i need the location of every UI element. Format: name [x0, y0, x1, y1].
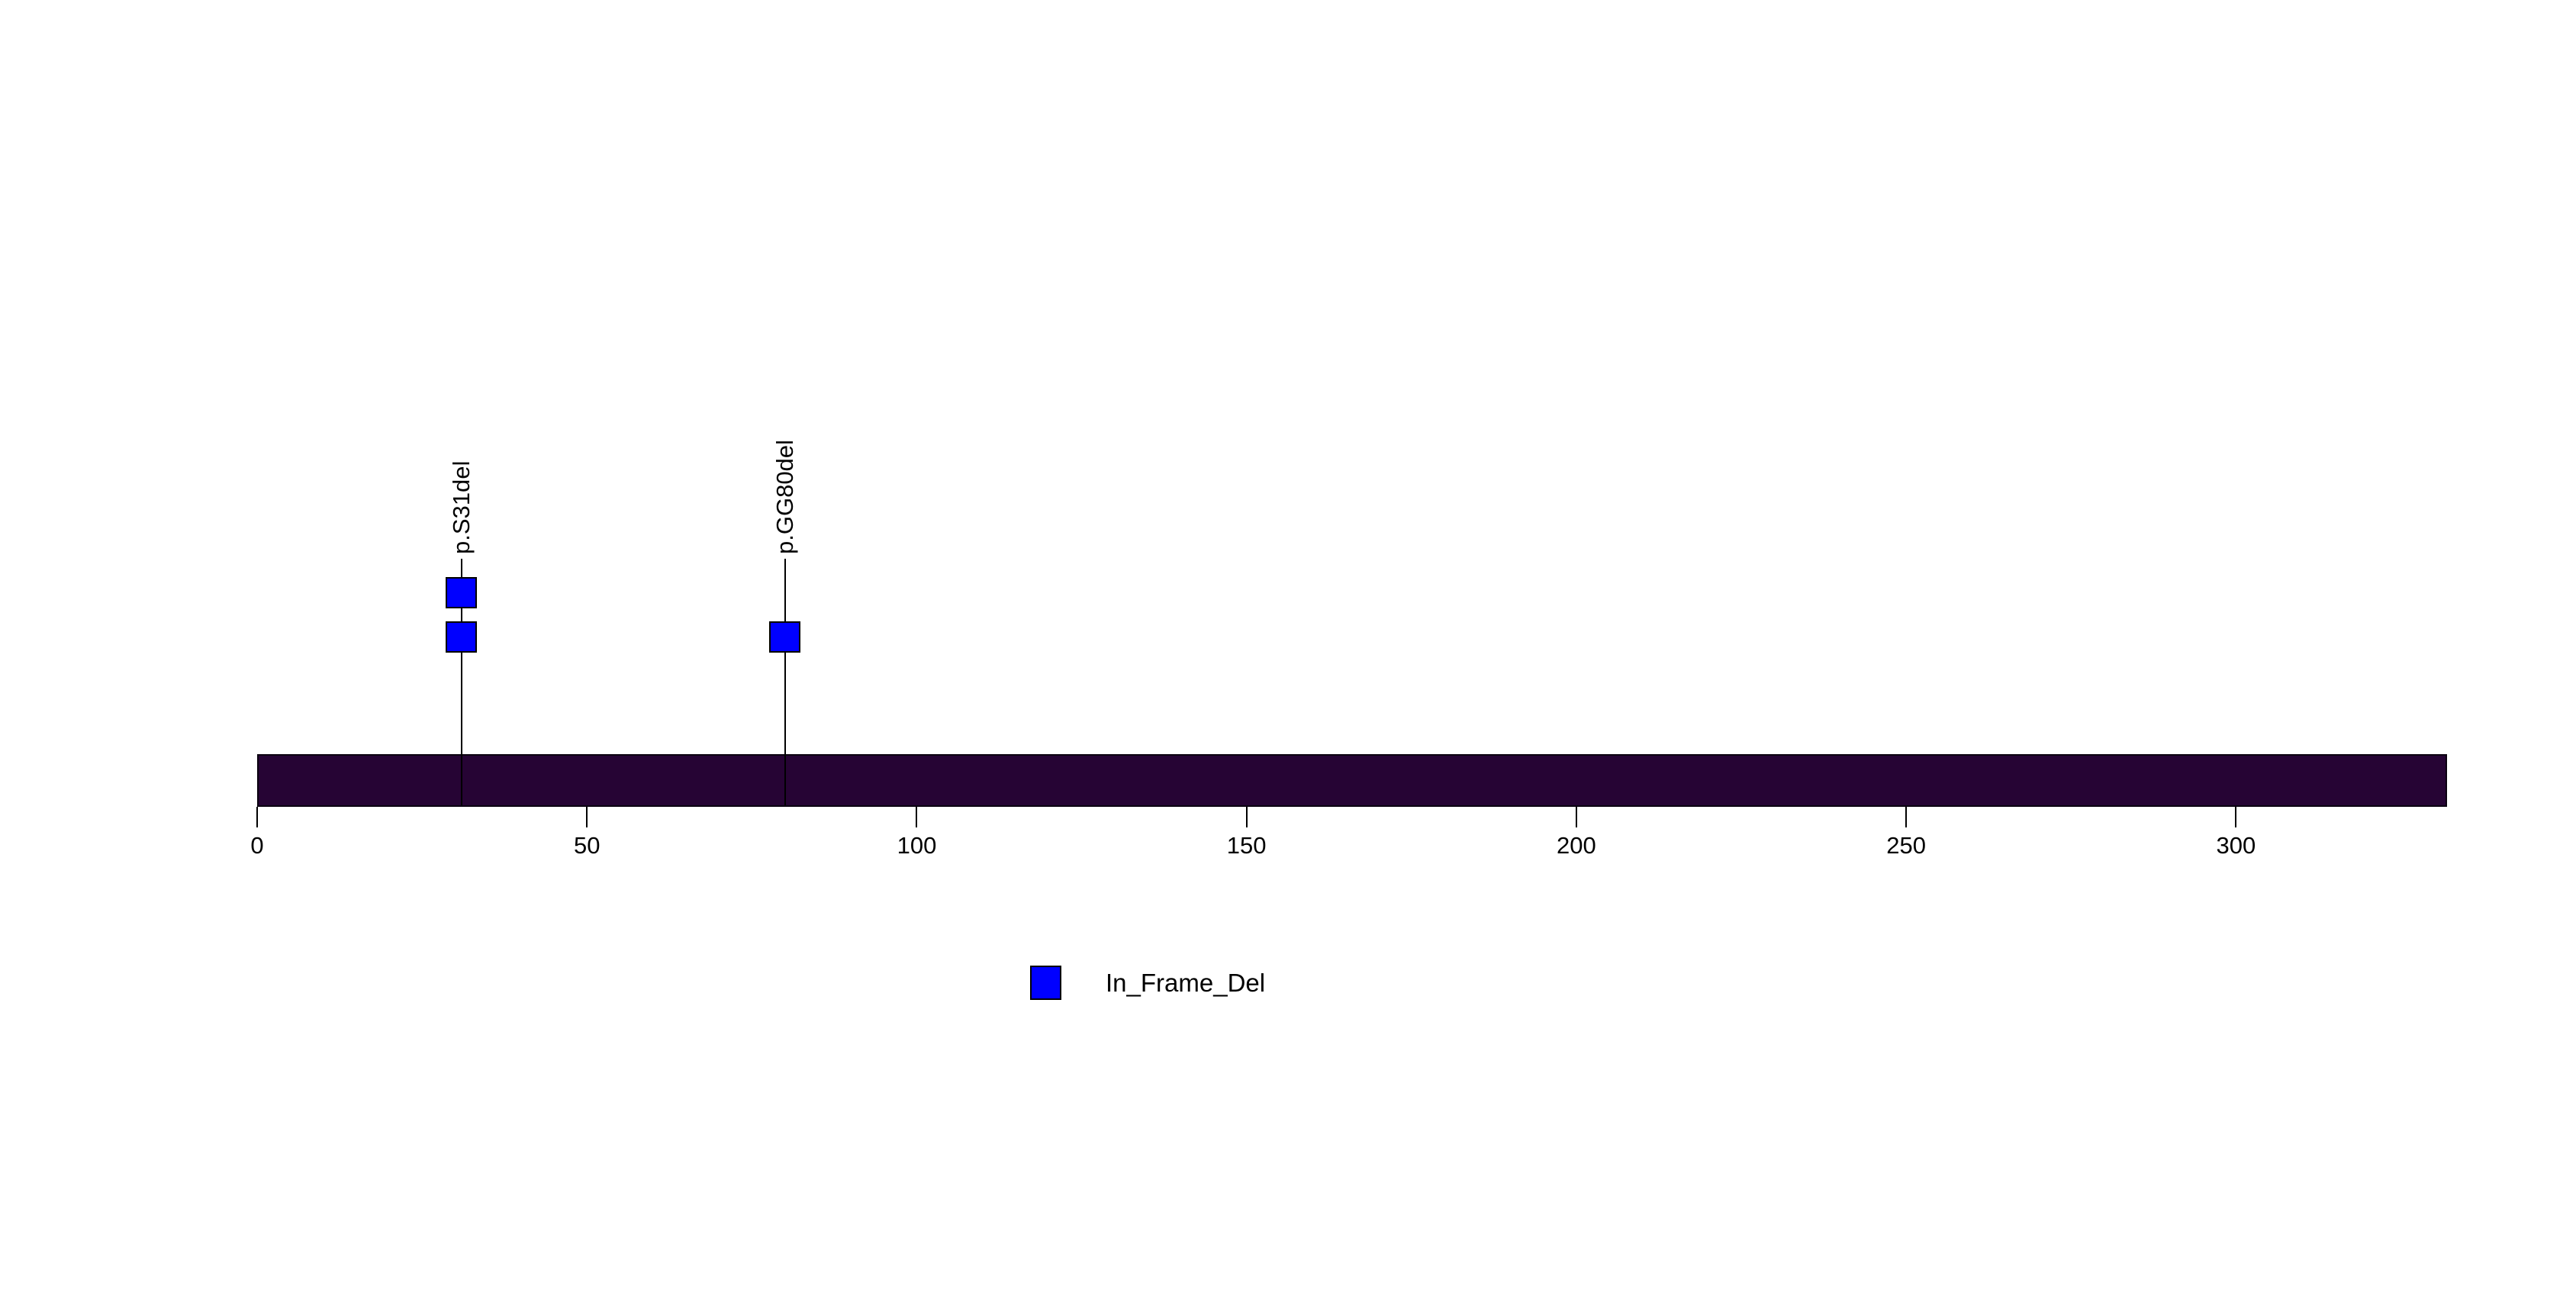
axis-tick-label: 250: [1886, 832, 1927, 859]
axis-tick-mark: [256, 807, 258, 827]
mutation-stem: [784, 559, 786, 805]
mutation-marker: [446, 621, 478, 653]
axis-tick-label: 50: [573, 832, 601, 859]
axis-tick-label: 200: [1557, 832, 1596, 859]
axis-tick-mark: [2235, 807, 2237, 827]
axis-tick-label: 100: [897, 832, 937, 859]
axis-tick-mark: [1245, 807, 1248, 827]
mutation-label: p.S31del: [448, 460, 475, 554]
mutation-stem: [460, 559, 462, 805]
axis-tick-mark: [1905, 807, 1908, 827]
axis-tick-label: 0: [250, 832, 264, 859]
legend: In_Frame_Del: [1030, 966, 1265, 1000]
mutation-marker: [769, 621, 801, 653]
mutation-label: p.GG80del: [771, 440, 799, 554]
axis-tick-label: 300: [2216, 832, 2256, 859]
protein-bar: [257, 754, 2447, 807]
mutation-marker: [446, 576, 478, 608]
axis-tick-mark: [1575, 807, 1577, 827]
axis-tick-label: 150: [1226, 832, 1267, 859]
legend-swatch-in-frame-del: [1030, 966, 1061, 1000]
legend-label: In_Frame_Del: [1106, 969, 1266, 997]
axis-tick-mark: [916, 807, 918, 827]
axis-tick-mark: [586, 807, 588, 827]
